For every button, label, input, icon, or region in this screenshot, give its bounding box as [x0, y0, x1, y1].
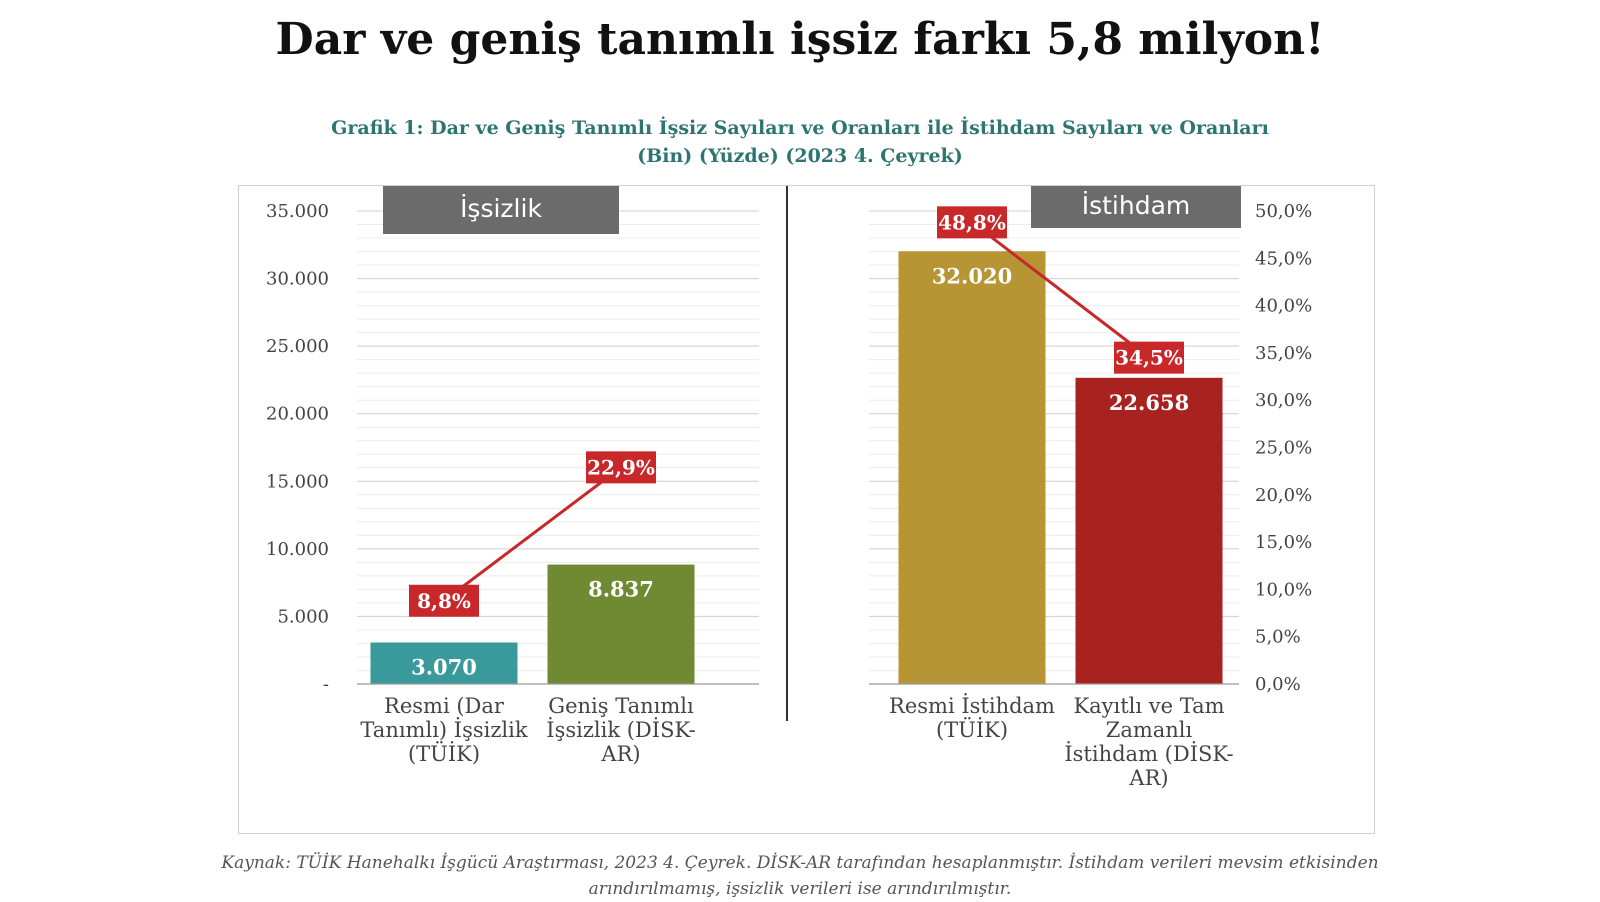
x-category-label: Tanımlı) İşsizlik — [360, 718, 527, 742]
y-tick-left: 10.000 — [266, 539, 329, 560]
rate-line — [443, 466, 622, 602]
y-tick-right: 40,0% — [1255, 296, 1312, 317]
y-tick-right: 15,0% — [1255, 532, 1312, 553]
y-tick-left: - — [323, 674, 329, 695]
page-title: Dar ve geniş tanımlı işsiz farkı 5,8 mil… — [275, 14, 1325, 65]
rate-label-box — [409, 584, 479, 617]
source-note: Kaynak: TÜİK Hanehalkı İşgücü Araştırmas… — [150, 850, 1450, 902]
y-tick-right: 5,0% — [1255, 627, 1301, 648]
chart-title-line-2: (Bin) (Yüzde) (2023 4. Çeyrek) — [637, 145, 963, 167]
panel-label-box — [383, 186, 619, 234]
rate-label: 8,8% — [417, 589, 471, 613]
source-line-1: Kaynak: TÜİK Hanehalkı İşgücü Araştırmas… — [221, 853, 1379, 873]
panel-label-box — [1031, 186, 1241, 228]
y-tick-right: 45,0% — [1255, 248, 1312, 269]
rate-label-box — [586, 451, 656, 484]
y-tick-right: 50,0% — [1255, 201, 1312, 222]
rate-label-box — [1114, 341, 1184, 374]
y-tick-right: 10,0% — [1255, 579, 1312, 600]
chart-title-line-1: Grafik 1: Dar ve Geniş Tanımlı İşsiz Say… — [331, 117, 1269, 139]
bar — [547, 564, 695, 684]
y-tick-right: 35,0% — [1255, 343, 1312, 364]
x-category-label: Geniş Tanımlı — [548, 694, 694, 718]
x-category-label: Zamanlı — [1106, 718, 1193, 742]
x-category-label: Resmi (Dar — [384, 694, 505, 718]
source-line-2: arındırılmamış, işsizlik verileri ise ar… — [588, 879, 1012, 899]
chart-frame: - 5.000 10.000 15.000 20.000 25.000 30.000 35.0… — [238, 185, 1375, 834]
y-tick-right: 0,0% — [1255, 674, 1301, 695]
y-tick-left: 25.000 — [266, 336, 329, 357]
rate-label: 34,5% — [1115, 346, 1183, 370]
y-tick-right: 25,0% — [1255, 438, 1312, 459]
panel-label: İşsizlik — [460, 194, 542, 223]
x-category-label: (TÜİK) — [936, 717, 1008, 742]
rate-label: 48,8% — [938, 210, 1006, 234]
bar-value-label: 8.837 — [588, 577, 654, 602]
y-tick-left: 15.000 — [266, 471, 329, 492]
rate-label: 22,9% — [587, 455, 655, 479]
y-tick-left: 30.000 — [266, 269, 329, 290]
bar — [1075, 377, 1223, 684]
bar-value-label: 22.658 — [1109, 390, 1189, 415]
y-tick-left: 5.000 — [277, 606, 329, 627]
rate-line — [971, 221, 1150, 359]
chart: - 5.000 10.000 15.000 20.000 25.000 30.000 35.0… — [266, 186, 1312, 790]
bar-value-label: 3.070 — [411, 655, 477, 680]
bar-value-label: 32.020 — [932, 263, 1012, 288]
x-category-label: Kayıtlı ve Tam — [1073, 694, 1224, 718]
x-category-label: AR) — [600, 742, 640, 766]
x-category-label: AR) — [1128, 766, 1168, 790]
y-tick-left: 35.000 — [266, 201, 329, 222]
x-category-label: (TÜİK) — [408, 741, 480, 766]
chart-title: Grafik 1: Dar ve Geniş Tanımlı İşsiz Say… — [250, 114, 1350, 170]
bar — [370, 642, 518, 684]
y-tick-left: 20.000 — [266, 404, 329, 425]
y-tick-right: 20,0% — [1255, 485, 1312, 506]
y-tick-right: 30,0% — [1255, 390, 1312, 411]
bar — [898, 251, 1046, 684]
x-category-label: İşsizlik (DİSK- — [546, 718, 695, 742]
x-category-label: Resmi İstihdam — [889, 694, 1055, 718]
rate-label-box — [937, 206, 1007, 239]
x-category-label: İstihdam (DİSK- — [1064, 742, 1233, 766]
panel-label: İstihdam — [1082, 191, 1191, 220]
